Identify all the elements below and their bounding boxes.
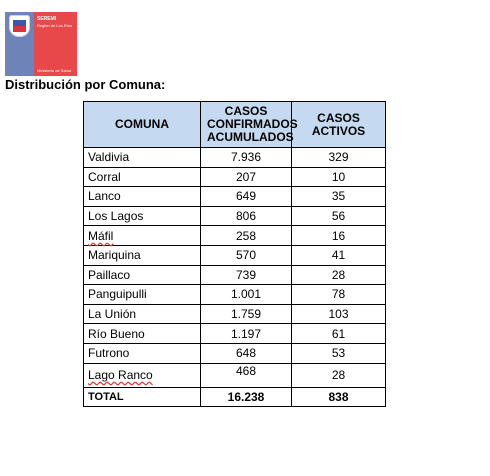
comuna-cell: Los Lagos [83, 205, 201, 227]
acumulados-cell: 570 [200, 244, 292, 266]
acumulados-cell: 739 [200, 264, 292, 286]
activos-cell: 28 [291, 362, 386, 388]
seremi-logo: SEREMI Región de Los Ríos Ministerio de … [5, 12, 77, 76]
logo-red-panel: SEREMI Región de Los Ríos Ministerio de … [34, 12, 77, 76]
activos-cell: 56 [291, 205, 386, 227]
activos-cell: 53 [291, 342, 386, 364]
table-row: Panguipulli 1.001 78 [83, 284, 386, 305]
comuna-cell: Lago Ranco [83, 362, 201, 388]
logo-blue-panel [5, 12, 34, 76]
activos-cell: 16 [291, 225, 386, 246]
header-comuna: COMUNA [83, 101, 201, 148]
acumulados-cell: 258 [200, 225, 292, 246]
table-row: Los Lagos 806 56 [83, 205, 386, 227]
table-row: Máfil 258 16 [83, 225, 386, 246]
table-row: Lanco 649 35 [83, 186, 386, 207]
acumulados-cell: 207 [200, 166, 292, 188]
comuna-cell: Futrono [83, 342, 201, 364]
comuna-cell: Lanco [83, 186, 201, 207]
comuna-cell: Corral [83, 166, 201, 188]
logo-ministry: Ministerio de Salud [37, 68, 72, 73]
comuna-cell: Paillaco [83, 264, 201, 286]
total-label: TOTAL [83, 386, 201, 408]
header-activos: CASOS ACTIVOS [291, 101, 386, 148]
activos-cell: 61 [291, 323, 386, 344]
table-row: Paillaco 739 28 [83, 264, 386, 286]
activos-cell: 35 [291, 186, 386, 207]
logo-region: Región de Los Ríos [37, 23, 73, 28]
total-acumulados: 16.238 [200, 386, 292, 408]
cases-by-comuna-table: COMUNA CASOS CONFIRMADOS ACUMULADOS CASO… [83, 101, 386, 408]
comuna-cell: Mariquina [83, 244, 201, 266]
total-activos: 838 [291, 386, 386, 408]
table-row: Valdivia 7.936 329 [83, 147, 386, 168]
comuna-cell: Máfil [83, 225, 201, 246]
logo-title: SEREMI [37, 16, 57, 22]
table-row: Mariquina 570 41 [83, 244, 386, 266]
comuna-cell: Panguipulli [83, 284, 201, 305]
activos-cell: 28 [291, 264, 386, 286]
header-confirmados: CASOS CONFIRMADOS ACUMULADOS [200, 101, 298, 148]
table-row: Lago Ranco 468 28 [83, 362, 386, 388]
table-header-row: COMUNA CASOS CONFIRMADOS ACUMULADOS CASO… [83, 101, 386, 148]
comuna-cell: Valdivia [83, 147, 201, 168]
table-total-row: TOTAL 16.238 838 [83, 386, 386, 408]
acumulados-cell: 1.759 [200, 303, 292, 325]
activos-cell: 103 [291, 303, 386, 325]
acumulados-cell: 1.197 [200, 323, 292, 344]
acumulados-cell: 7.936 [200, 147, 292, 168]
acumulados-cell: 806 [200, 205, 292, 227]
comuna-cell: Río Bueno [83, 323, 201, 344]
table-row: La Unión 1.759 103 [83, 303, 386, 325]
acumulados-cell: 1.001 [200, 284, 292, 305]
activos-cell: 78 [291, 284, 386, 305]
activos-cell: 41 [291, 244, 386, 266]
activos-cell: 329 [291, 147, 386, 168]
acumulados-cell: 468 [200, 362, 292, 388]
table-row: Río Bueno 1.197 61 [83, 323, 386, 344]
acumulados-cell: 649 [200, 186, 292, 207]
table-row: Corral 207 10 [83, 166, 386, 188]
section-heading: Distribución por Comuna: [5, 77, 166, 92]
comuna-cell: La Unión [83, 303, 201, 325]
acumulados-cell: 648 [200, 342, 292, 364]
chile-crest-icon [9, 15, 30, 37]
activos-cell: 10 [291, 166, 386, 188]
table-row: Futrono 648 53 [83, 342, 386, 364]
